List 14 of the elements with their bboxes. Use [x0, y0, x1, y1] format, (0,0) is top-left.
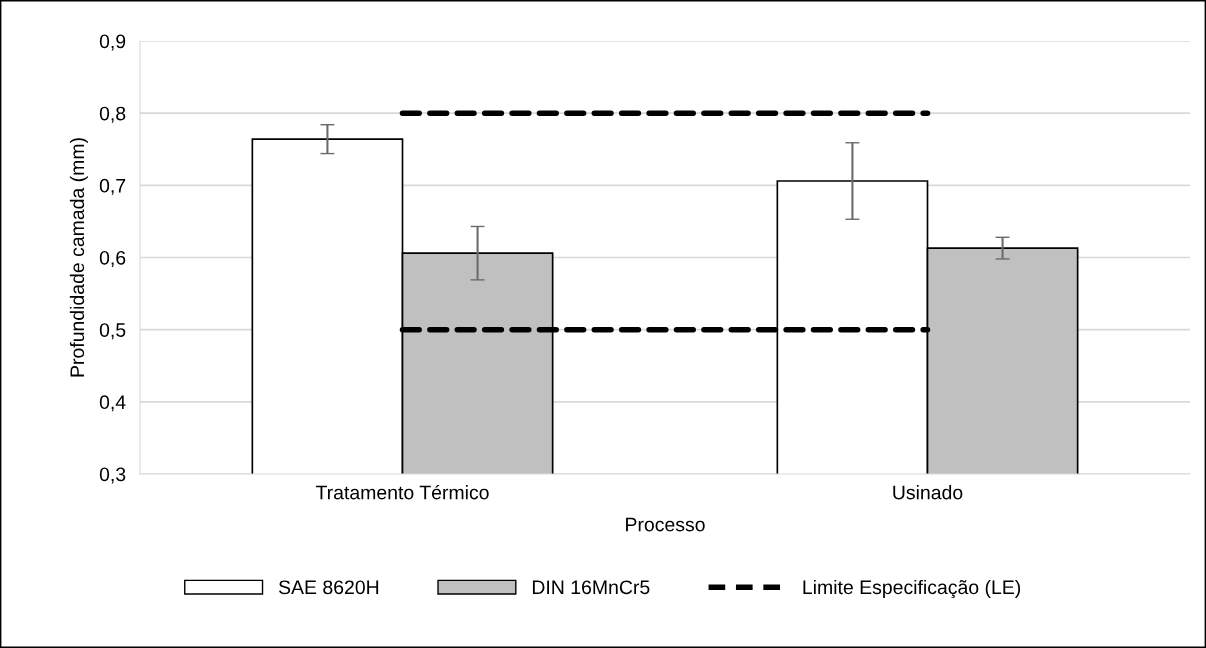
y-tick-label: 0,5 — [99, 323, 126, 340]
legend-label: Limite Especificação (LE) — [803, 579, 1021, 599]
y-tick-label: 0,3 — [99, 467, 126, 484]
y-tick-label: 0,4 — [99, 395, 126, 412]
legend-label: DIN 16MnCr5 — [532, 580, 650, 595]
legend-label: SAE 8620H — [278, 580, 379, 595]
y-axis-title: Profundidade camada (mm) — [69, 138, 88, 377]
y-tick-label: 0,6 — [99, 250, 126, 268]
y-tick-label: 0,7 — [99, 178, 126, 195]
x-tick-label: Tratamento Térmico — [315, 484, 489, 500]
y-tick-label: 0,9 — [99, 34, 126, 51]
x-tick-label: Usinado — [893, 485, 963, 500]
y-tick-label: 0,8 — [99, 106, 126, 123]
x-axis-title: Processo — [626, 517, 705, 532]
